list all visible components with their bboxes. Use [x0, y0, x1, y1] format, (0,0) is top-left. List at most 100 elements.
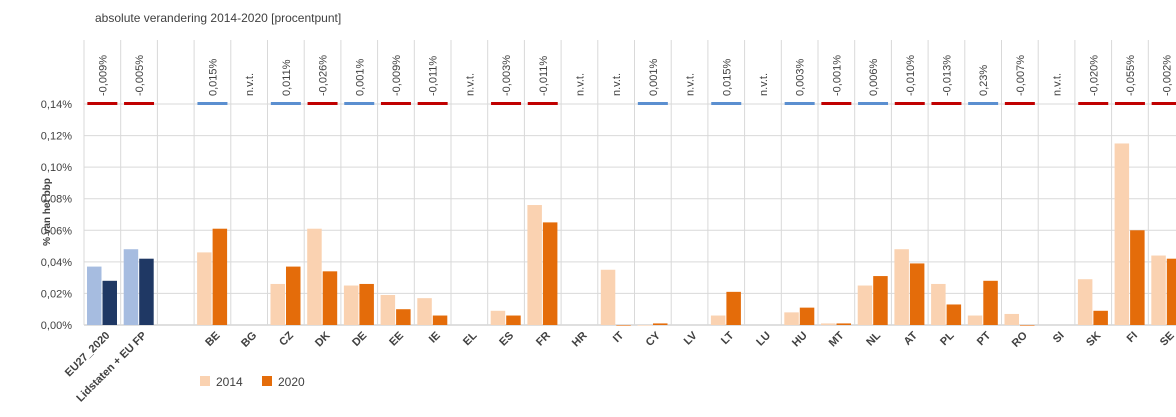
change-label: 0,001%	[354, 58, 366, 96]
y-tick-label: 0,06%	[41, 225, 72, 237]
change-label: -0,007%	[1015, 55, 1027, 96]
legend-label: 2014	[216, 375, 243, 389]
x-tick-label: MT	[827, 329, 847, 349]
y-tick-label: 0,10%	[41, 162, 72, 174]
bar-BE-2014	[197, 252, 212, 325]
x-tick-label: EL	[461, 329, 480, 348]
bar-PL-2014	[931, 283, 946, 325]
bar-ES-2020	[506, 315, 521, 325]
bar-AT-2020	[909, 263, 925, 325]
change-label: -0,001%	[831, 55, 843, 96]
bar-IE-2020	[432, 315, 448, 325]
x-tick-label: DE	[350, 330, 369, 349]
change-label: n.v.t.	[244, 73, 256, 96]
change-label: -0,003%	[501, 55, 513, 96]
bar-AT-2014	[894, 249, 909, 325]
bar-FR-2020	[542, 222, 558, 325]
y-tick-label: 0,00%	[41, 320, 72, 332]
bar-SK-2020	[1093, 310, 1108, 325]
bar-BE-2020	[212, 228, 228, 325]
bar-CY-2014	[637, 325, 652, 326]
y-axis-label: % van het bbp	[42, 178, 53, 246]
change-label: -0,020%	[1088, 55, 1100, 96]
bar-ES-2014	[490, 310, 506, 325]
change-labels: -0,009% -0,005% 0,015% n.v.t. 0,011% -0,026% 0…	[87, 55, 1176, 105]
legend-swatch-2020	[262, 376, 272, 386]
bar-RO-2020	[1020, 325, 1035, 326]
x-tick-label: CY	[644, 329, 664, 349]
x-tick-label: HR	[570, 330, 590, 350]
bar-IT-2014	[600, 269, 616, 325]
x-tick-label: EE	[387, 330, 406, 349]
change-label: -0,002%	[1162, 55, 1174, 96]
change-label: -0,013%	[941, 55, 953, 96]
change-label: -0,010%	[905, 55, 917, 96]
y-tick-label: 0,12%	[41, 131, 72, 143]
x-tick-label: NL	[864, 329, 883, 348]
x-tick-label: BG	[239, 330, 259, 350]
bar-IE-2014	[417, 298, 432, 325]
change-label: 0,003%	[795, 58, 807, 96]
bar-CZ-2020	[286, 266, 301, 325]
change-label: -0,011%	[428, 56, 440, 96]
bar-Lidstaten + EU FP-2020	[139, 258, 154, 325]
bar-PL-2020	[946, 304, 962, 325]
bar-DE-2014	[343, 285, 359, 325]
y-tick-label: 0,02%	[41, 288, 72, 300]
x-tick-label: Lidstaten + EU FP	[74, 330, 149, 405]
bar-HU-2014	[784, 312, 799, 325]
change-label: 0,006%	[868, 58, 880, 96]
bar-FI-2014	[1114, 143, 1130, 325]
change-label: 0,015%	[207, 58, 219, 96]
change-label: n.v.t.	[574, 73, 586, 96]
x-tick-label: SK	[1084, 330, 1103, 349]
bar-Lidstaten + EU FP-2014	[123, 249, 139, 325]
change-label: -0,026%	[318, 55, 330, 96]
bar-IT-2020	[616, 325, 631, 326]
x-tick-label: FI	[1125, 330, 1140, 345]
x-tick-label: SE	[1158, 330, 1176, 349]
change-label: n.v.t.	[758, 73, 770, 96]
x-tick-label: BE	[203, 330, 222, 349]
x-tick-label: IE	[427, 330, 443, 346]
x-tick-label: PL	[938, 329, 957, 348]
x-tick-label: DK	[313, 330, 333, 350]
x-tick-label: LV	[682, 329, 700, 347]
change-label: -0,009%	[97, 55, 109, 96]
change-label: 0,015%	[721, 58, 733, 96]
bar-SK-2014	[1077, 279, 1093, 325]
change-label: -0,005%	[134, 55, 146, 96]
x-tick-label: HU	[790, 330, 810, 350]
bar-DK-2020	[322, 271, 338, 325]
x-tick-label: PT	[975, 329, 994, 348]
y-tick-label: 0,14%	[41, 99, 72, 111]
x-tick-label: RO	[1010, 329, 1030, 349]
x-tick-label: IT	[611, 329, 627, 345]
change-label: n.v.t.	[464, 73, 476, 96]
bar-EE-2020	[396, 309, 411, 325]
bar-NL-2014	[857, 285, 873, 325]
bar-HU-2020	[799, 307, 815, 325]
change-label: -0,011%	[538, 56, 550, 96]
bar-NL-2020	[873, 276, 888, 325]
change-label: 0,011%	[281, 59, 293, 96]
x-tick-label: LU	[754, 330, 773, 349]
bar-CZ-2014	[270, 283, 285, 325]
x-tick-label: FR	[534, 330, 553, 349]
bar-DK-2014	[307, 228, 322, 325]
bar-FI-2020	[1130, 230, 1145, 325]
bar-SE-2014	[1151, 255, 1166, 325]
bar-FR-2014	[527, 205, 542, 325]
bars	[87, 143, 1176, 326]
bar-EU27_2020-2020	[102, 280, 117, 325]
bar-EE-2014	[380, 295, 396, 325]
bar-MT-2014	[821, 323, 836, 325]
change-label: n.v.t.	[1052, 73, 1064, 96]
category-separators	[83, 40, 1149, 325]
y-axis-ticks: 0,00% 0,02% 0,04% 0,06% 0,08% 0,10% 0,12% 0,14%	[41, 99, 72, 332]
bar-LT-2014	[710, 315, 726, 325]
x-tick-label: CZ	[277, 329, 296, 348]
bar-SE-2020	[1166, 258, 1176, 325]
